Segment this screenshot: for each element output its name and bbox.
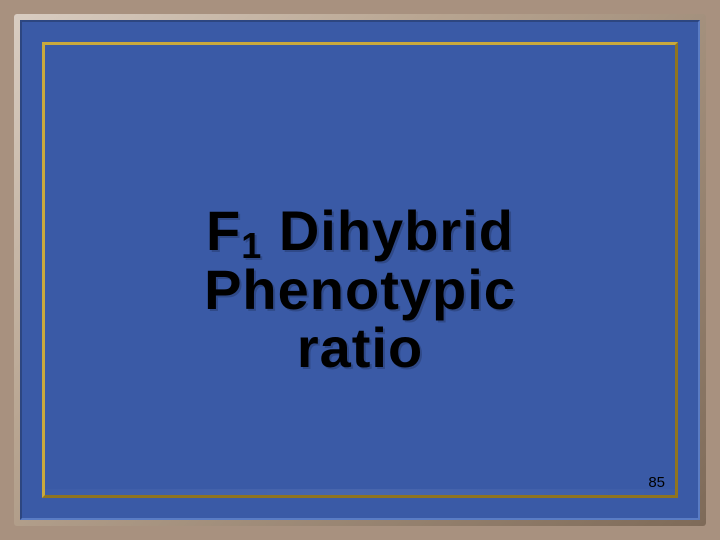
title-subscript: 1: [241, 225, 262, 266]
title-block: F1 Dihybrid Phenotypic ratio: [61, 202, 659, 378]
blue-panel: F1 Dihybrid Phenotypic ratio 85: [20, 20, 700, 520]
title-line-2: ratio: [61, 319, 659, 378]
bevel-frame: F1 Dihybrid Phenotypic ratio 85: [14, 14, 706, 526]
gold-inner-border: F1 Dihybrid Phenotypic ratio 85: [42, 42, 678, 498]
title-prefix: F: [206, 199, 241, 262]
slide-outer-frame: F1 Dihybrid Phenotypic ratio 85: [0, 0, 720, 540]
title-line-1: F1 Dihybrid Phenotypic: [61, 202, 659, 320]
bottom-glint: [45, 489, 675, 495]
